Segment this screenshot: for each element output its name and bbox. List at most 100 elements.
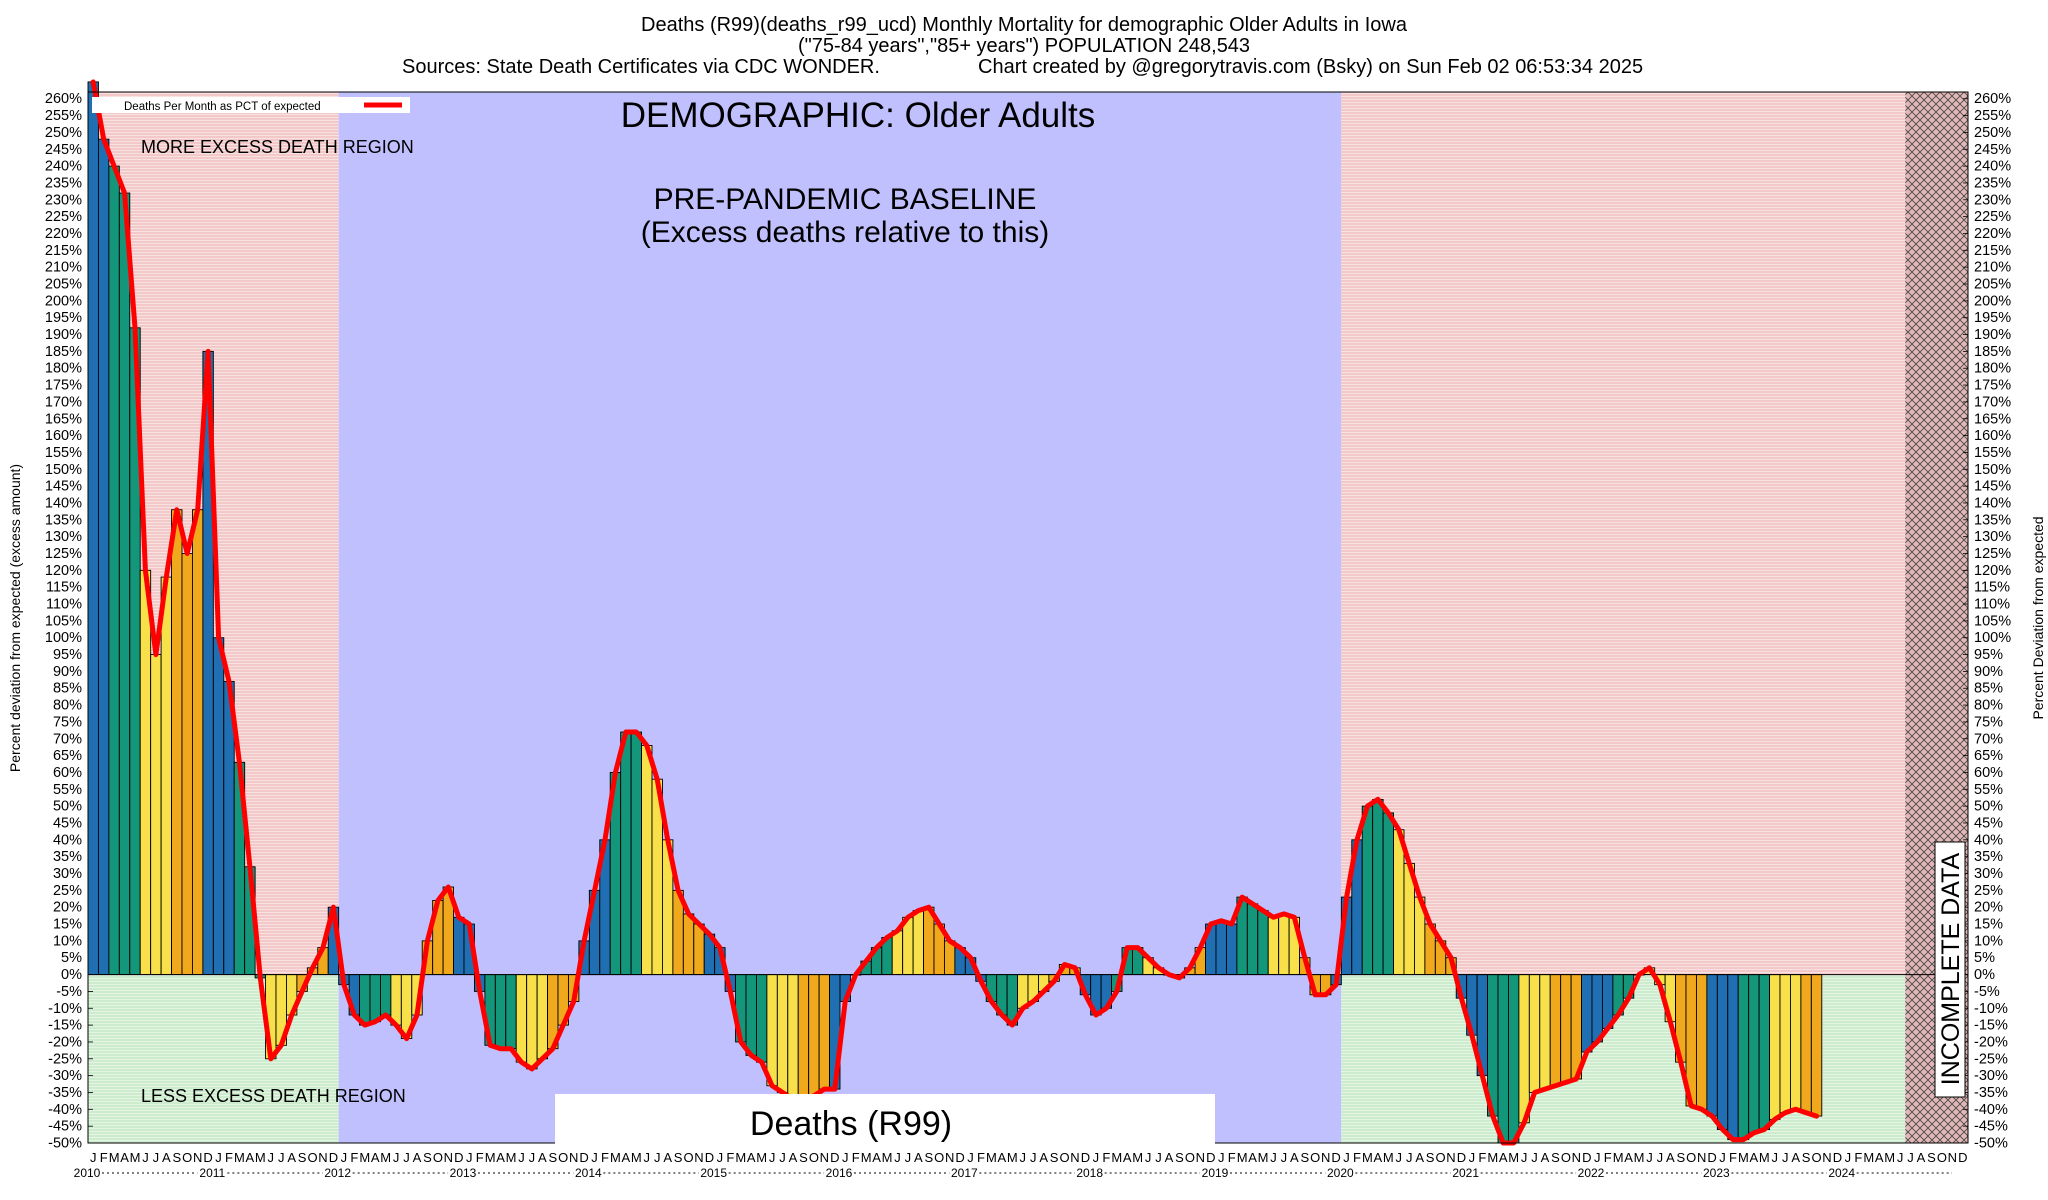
y-tick-label-left: -25% xyxy=(48,1051,82,1067)
y-tick-label-right: 130% xyxy=(1974,529,2011,545)
x-month-label: M xyxy=(735,1150,746,1165)
bar xyxy=(1393,829,1405,976)
legend-box xyxy=(92,97,410,113)
x-month-label: M xyxy=(380,1150,391,1165)
x-year-label: 2024 xyxy=(1828,1166,1855,1180)
y-tick-label-right: 160% xyxy=(1974,428,2011,444)
bar xyxy=(912,910,925,976)
x-month-label: O xyxy=(934,1150,944,1165)
bar xyxy=(526,974,538,1070)
y-tick-label-right: 15% xyxy=(1974,917,2003,933)
x-month-label: M xyxy=(1111,1150,1122,1165)
x-month-label: J xyxy=(1782,1150,1789,1165)
x-month-label: M xyxy=(610,1150,621,1165)
x-month-label: A xyxy=(1666,1150,1675,1165)
y-tick-label-left: 50% xyxy=(53,799,82,815)
x-month-label: M xyxy=(1007,1150,1018,1165)
bar xyxy=(630,731,643,976)
bar xyxy=(108,165,120,976)
x-month-label: A xyxy=(496,1150,505,1165)
bar xyxy=(139,569,152,976)
x-month-label: A xyxy=(246,1150,255,1165)
x-month-label: J xyxy=(1343,1150,1350,1165)
y-tick-label-right: 245% xyxy=(1974,142,2011,158)
bottom-box xyxy=(555,1094,1215,1147)
bar xyxy=(160,576,173,976)
x-month-label: N xyxy=(1446,1150,1455,1165)
x-month-label: D xyxy=(955,1150,964,1165)
x-month-label: J xyxy=(1845,1150,1852,1165)
x-month-label: J xyxy=(1897,1150,1904,1165)
x-month-label: J xyxy=(1281,1150,1288,1165)
x-month-label: S xyxy=(423,1150,432,1165)
x-month-label: O xyxy=(1185,1150,1195,1165)
bar xyxy=(776,974,789,1093)
x-month-label: A xyxy=(914,1150,923,1165)
x-month-label: S xyxy=(674,1150,683,1165)
bar xyxy=(1361,805,1374,976)
y-tick-label-left: 80% xyxy=(53,698,82,714)
y-tick-label-right: -5% xyxy=(1974,984,2000,1000)
bar xyxy=(1382,812,1395,976)
y-tick-label-left: 35% xyxy=(53,849,82,865)
y-tick-label-right: -10% xyxy=(1974,1001,2008,1017)
y-tick-label-right: 95% xyxy=(1974,647,2003,663)
x-month-label: F xyxy=(350,1150,358,1165)
x-month-label: F xyxy=(1478,1150,1486,1165)
y-tick-label-left: 115% xyxy=(46,580,82,596)
x-month-label: J xyxy=(654,1150,661,1165)
y-tick-label-right: 60% xyxy=(1974,765,2003,781)
y-tick-label-right: 125% xyxy=(1974,546,2011,562)
x-month-label: A xyxy=(1248,1150,1257,1165)
x-year-label: 2018 xyxy=(1076,1166,1103,1180)
x-month-label: F xyxy=(225,1150,233,1165)
x-month-label: O xyxy=(182,1150,192,1165)
y-tick-label-left: 230% xyxy=(45,192,82,208)
bar xyxy=(118,192,131,976)
y-tick-label-right: 260% xyxy=(1974,91,2011,107)
y-tick-label-left: 245% xyxy=(45,142,82,158)
x-month-label: D xyxy=(1958,1150,1967,1165)
y-tick-label-left: 215% xyxy=(45,243,82,259)
x-month-label: A xyxy=(538,1150,547,1165)
y-tick-label-right: 230% xyxy=(1974,192,2011,208)
x-month-label: M xyxy=(986,1150,997,1165)
x-month-label: A xyxy=(872,1150,881,1165)
x-month-label: J xyxy=(1270,1150,1277,1165)
x-month-label: J xyxy=(341,1150,348,1165)
bar xyxy=(505,974,517,1050)
y-tick-label-left: 170% xyxy=(45,394,82,410)
y-tick-label-right: 225% xyxy=(1974,209,2011,225)
x-month-label: J xyxy=(1719,1150,1726,1165)
x-month-label: D xyxy=(454,1150,463,1165)
y-tick-label-right: -15% xyxy=(1974,1018,2008,1034)
x-month-label: M xyxy=(130,1150,141,1165)
bar xyxy=(693,923,705,976)
y-tick-label-left: 60% xyxy=(53,765,82,781)
bar xyxy=(1591,974,1603,1043)
chart-sources: Sources: State Death Certificates via CD… xyxy=(402,56,880,78)
x-month-label: A xyxy=(998,1150,1007,1165)
x-month-label: J xyxy=(1093,1150,1100,1165)
x-month-label: J xyxy=(1772,1150,1779,1165)
x-month-label: J xyxy=(894,1150,901,1165)
bar xyxy=(390,974,402,1026)
y-tick-label-left: 65% xyxy=(53,748,82,764)
x-month-label: M xyxy=(1383,1150,1394,1165)
x-month-label: J xyxy=(1020,1150,1027,1165)
x-year-label: 2023 xyxy=(1703,1166,1730,1180)
x-month-label: J xyxy=(1657,1150,1664,1165)
y-tick-label-left: 175% xyxy=(45,378,82,394)
bar xyxy=(1758,974,1771,1130)
y-tick-label-right: 115% xyxy=(1974,580,2010,596)
bar xyxy=(766,974,778,1087)
x-month-label: J xyxy=(393,1150,400,1165)
y-tick-label-left: 210% xyxy=(45,260,82,276)
y-tick-label-left: 0% xyxy=(61,967,82,983)
y-tick-label-right: 90% xyxy=(1974,664,2003,680)
x-month-label: S xyxy=(1300,1150,1309,1165)
x-month-label: F xyxy=(476,1150,484,1165)
y-tick-label-left: 225% xyxy=(45,209,82,225)
x-month-label: N xyxy=(1321,1150,1330,1165)
bar xyxy=(1810,974,1823,1117)
